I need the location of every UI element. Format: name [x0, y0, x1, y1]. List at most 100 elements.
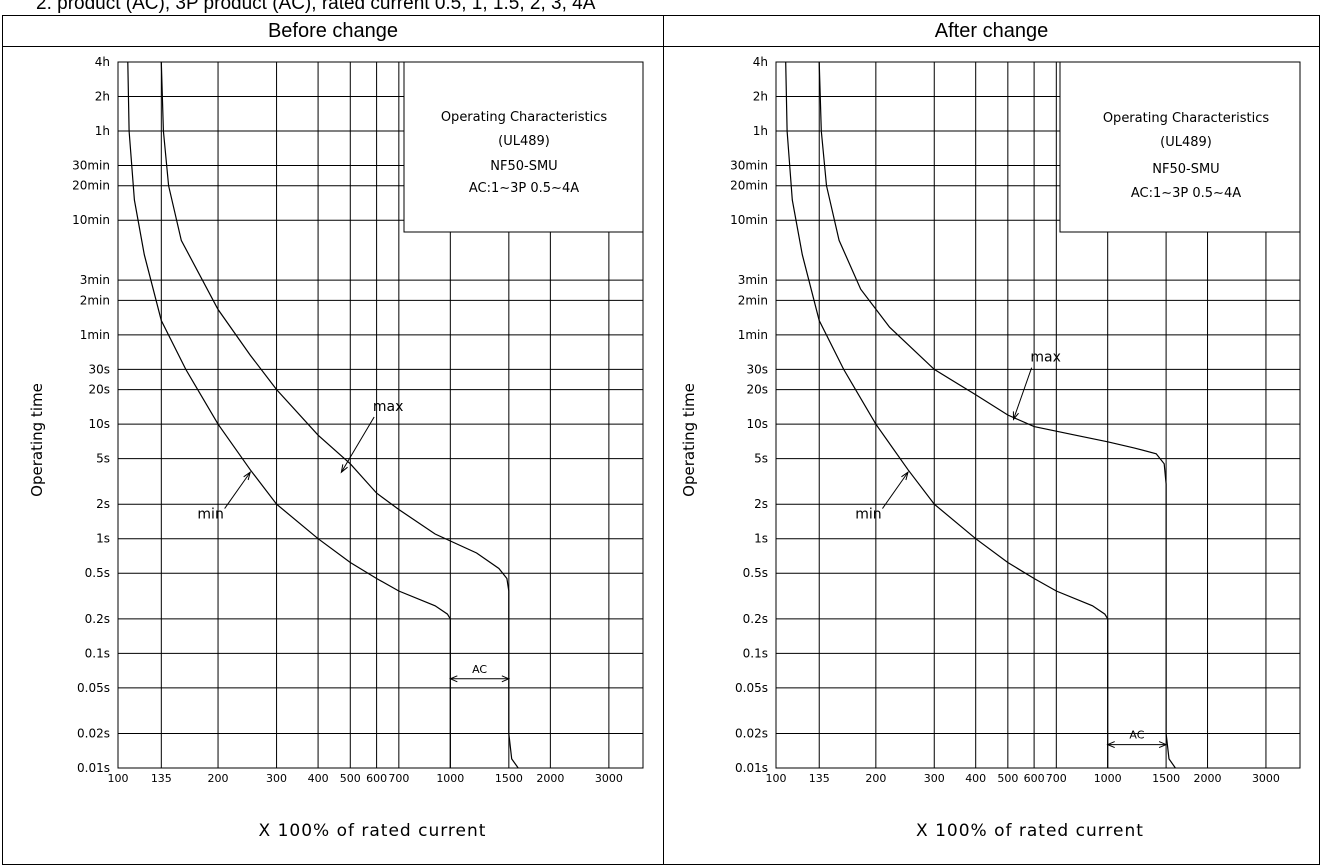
x-tick-label: 3000	[595, 772, 623, 785]
y-tick-label: 1min	[738, 328, 768, 342]
annotation-arrow-line	[1013, 367, 1033, 420]
y-tick-label: 20s	[88, 383, 110, 397]
y-tick-label: 2h	[753, 90, 768, 104]
x-tick-label: 300	[924, 772, 945, 785]
y-tick-label: 0.1s	[743, 646, 768, 660]
y-tick-label: 2s	[754, 497, 768, 511]
y-tick-label: 30min	[72, 159, 110, 173]
y-tick-label: 3min	[738, 273, 768, 287]
ac-arrowhead-right	[501, 675, 511, 683]
y-tick-label: 4h	[753, 55, 768, 69]
x-tick-label: 1500	[495, 772, 523, 785]
x-tick-label: 135	[809, 772, 830, 785]
y-tick-label: 20min	[72, 179, 110, 193]
y-tick-label: 0.02s	[735, 726, 768, 740]
y-tick-label: 20min	[730, 179, 768, 193]
x-tick-label: 1500	[1152, 772, 1180, 785]
y-tick-label: 0.01s	[77, 761, 110, 775]
x-tick-label: 1000	[436, 772, 464, 785]
ac-arrowhead-left	[449, 675, 458, 683]
x-tick-label: 200	[208, 772, 229, 785]
y-axis-title: Operating time	[680, 383, 698, 497]
annotation-arrow-line	[224, 471, 251, 509]
y-tick-label: 0.2s	[743, 612, 768, 626]
ac-arrowhead-left	[1106, 741, 1115, 749]
y-tick-label: 30min	[730, 159, 768, 173]
curve-max	[818, 61, 1176, 769]
y-tick-label: 1h	[753, 124, 768, 138]
y-tick-label: 0.2s	[85, 612, 110, 626]
x-tick-label: 400	[965, 772, 986, 785]
annotation-arrowhead	[1012, 411, 1019, 421]
y-tick-label: 10s	[88, 417, 110, 431]
annotation-min: min	[197, 507, 223, 523]
y-tick-label: 0.5s	[743, 566, 768, 580]
header-divider	[2, 46, 1320, 47]
y-tick-label: 4h	[95, 55, 110, 69]
x-tick-label: 1000	[1094, 772, 1122, 785]
x-tick-label: 200	[865, 772, 886, 785]
annotation-max: max	[373, 399, 404, 415]
y-tick-label: 10min	[730, 213, 768, 227]
plot-frame	[775, 61, 1301, 769]
x-tick-label: 400	[308, 772, 329, 785]
annotation-arrow-line	[340, 416, 375, 473]
y-tick-label: 5s	[754, 452, 768, 466]
x-tick-label: 300	[266, 772, 287, 785]
title-box-line: Operating Characteristics	[1103, 111, 1270, 126]
after-change-heading: After change	[934, 20, 1049, 42]
x-tick-label: 3000	[1252, 772, 1280, 785]
before-change-heading: Before change	[267, 20, 399, 42]
column-divider	[663, 15, 664, 865]
cut-off-header-text: 2. product (AC), 3P product (AC), rated …	[36, 0, 596, 14]
title-box-line: NF50-SMU	[1152, 162, 1219, 177]
x-tick-label: 100	[766, 772, 787, 785]
ac-arrowhead-right	[1158, 741, 1168, 749]
x-tick-label: 500	[340, 772, 361, 785]
before-change-chart: 4h 2h 1h 30min 20min 10min 3min 2min 1min 30s 20s 1…	[28, 55, 644, 841]
title-box-border	[403, 62, 643, 233]
y-tick-label: 2h	[95, 90, 110, 104]
x-axis-title: X 100% of rated current	[916, 821, 1144, 841]
curve-min	[127, 61, 451, 768]
x-tick-label: 135	[151, 772, 172, 785]
ac-band-label: AC	[1129, 729, 1144, 742]
y-tick-label: 0.02s	[77, 726, 110, 740]
y-tick-label: 20s	[746, 383, 768, 397]
y-tick-label: 1h	[95, 124, 110, 138]
annotation-arrowhead	[340, 464, 348, 474]
x-axis-title: X 100% of rated current	[259, 821, 487, 841]
title-box-line: (UL489)	[1160, 135, 1212, 150]
x-tick-label: 2000	[536, 772, 564, 785]
y-tick-label: 3min	[80, 273, 110, 287]
y-tick-label: 0.05s	[77, 681, 110, 695]
annotation-min: min	[855, 507, 881, 523]
after-change-chart: 4h 2h 1h 30min 20min 10min 3min 2min 1min 30s 20s 1…	[680, 55, 1301, 841]
y-tick-label: 0.05s	[735, 681, 768, 695]
x-tick-label: 100	[108, 772, 129, 785]
y-tick-label: 5s	[96, 452, 110, 466]
title-box-line: NF50-SMU	[490, 159, 557, 174]
x-tick-label: 700	[1046, 772, 1067, 785]
y-axis-title: Operating time	[28, 383, 46, 497]
x-tick-label: 2000	[1194, 772, 1222, 785]
curve-max	[160, 61, 519, 769]
y-tick-label: 10s	[746, 417, 768, 431]
y-tick-label: 1min	[80, 328, 110, 342]
y-tick-label: 30s	[746, 362, 768, 376]
annotation-arrow-line	[882, 471, 909, 509]
y-tick-label: 30s	[88, 362, 110, 376]
grid-lines	[775, 61, 1300, 769]
x-tick-label: 500	[997, 772, 1018, 785]
annotation-arrowhead	[901, 471, 909, 481]
y-tick-label: 0.5s	[85, 566, 110, 580]
title-box-line: AC:1∼3P 0.5∼4A	[1131, 186, 1241, 201]
x-tick-label: 700	[388, 772, 409, 785]
title-box-line: (UL489)	[498, 134, 550, 149]
curve-min	[785, 61, 1109, 768]
ac-band-label: AC	[472, 663, 487, 676]
annotation-arrowhead	[243, 471, 252, 481]
y-tick-label: 2min	[80, 293, 110, 307]
y-tick-label: 10min	[72, 213, 110, 227]
x-tick-label: 600	[366, 772, 387, 785]
